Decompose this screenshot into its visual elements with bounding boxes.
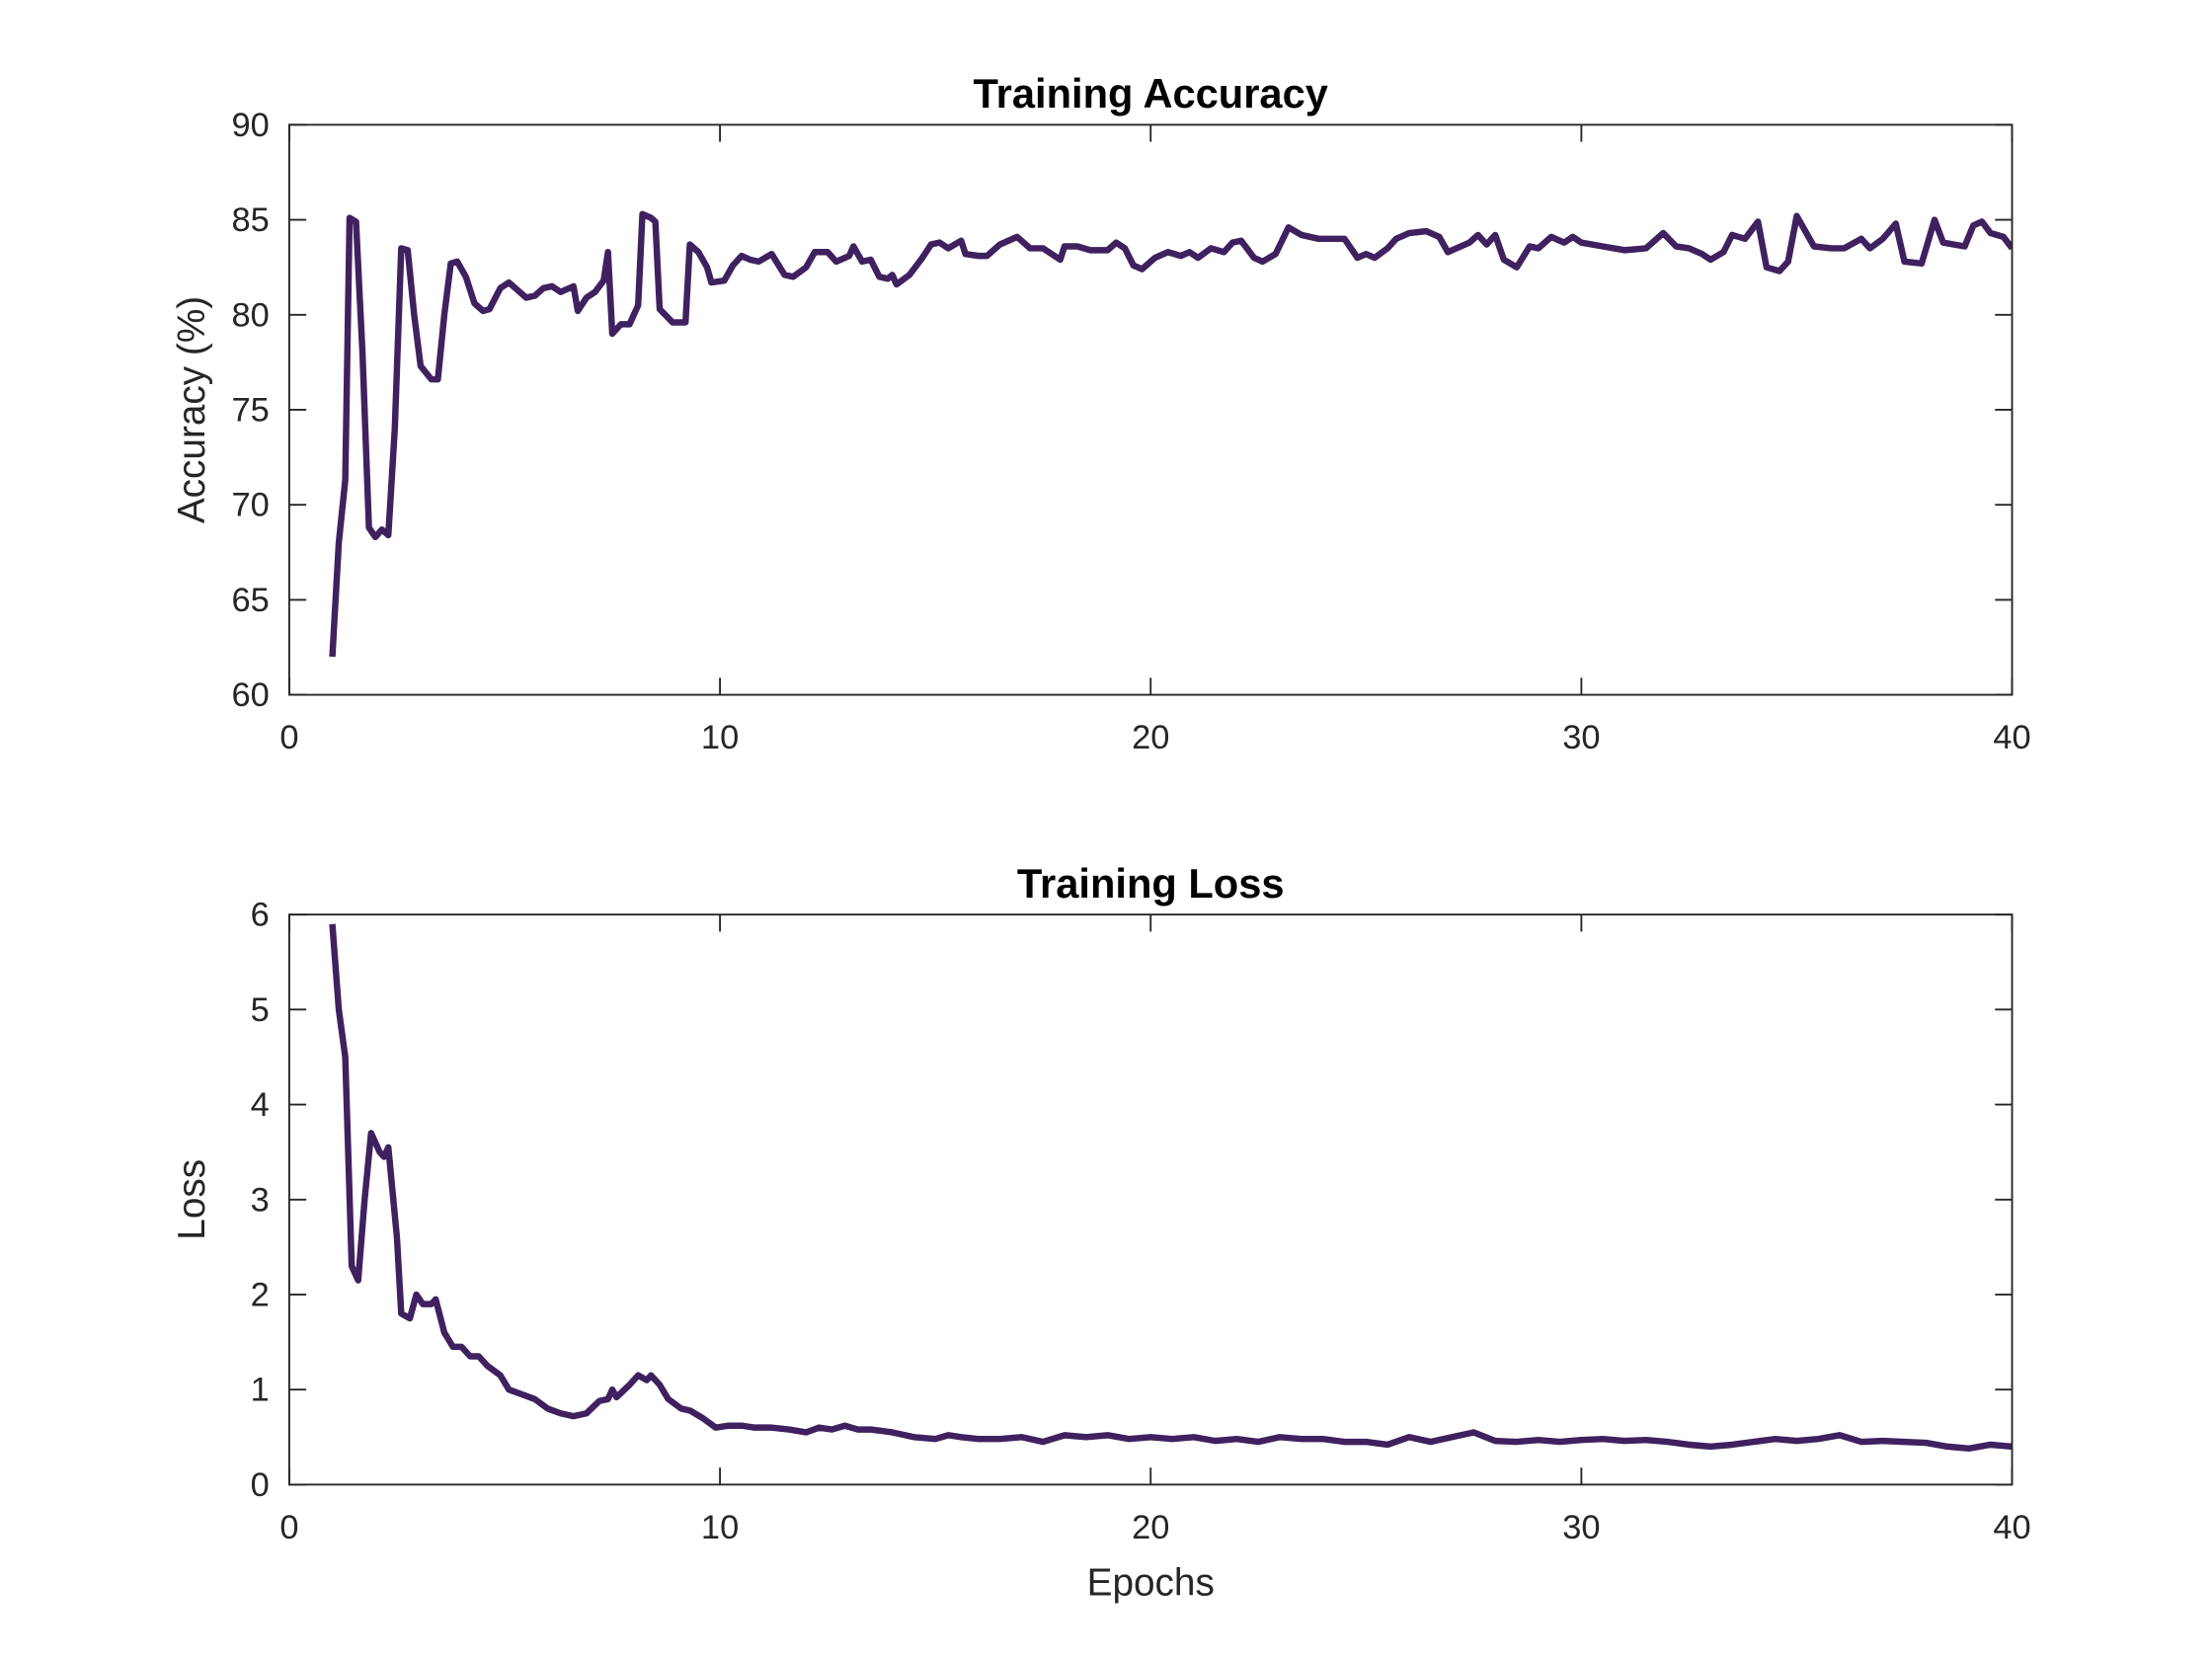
plot-area	[329, 210, 2013, 658]
x-tick-label: 20	[1132, 719, 1169, 756]
x-tick-label: 0	[279, 1509, 298, 1546]
x-tick-label: 40	[1993, 1509, 2030, 1546]
chart-title: Training Accuracy	[974, 70, 1328, 117]
y-tick-label: 70	[231, 487, 269, 524]
y-tick-label: 4	[251, 1086, 270, 1124]
y-tick-label: 2	[251, 1276, 270, 1313]
y-tick-label: 60	[231, 676, 269, 714]
x-tick-label: 10	[701, 1509, 739, 1546]
x-tick-label: 10	[701, 719, 739, 756]
y-tick-label: 5	[251, 991, 270, 1029]
subplot: 0 10 20 30 40 0 1 2 3 4 5 6 Training Loss Epochs Loss	[171, 860, 2031, 1604]
x-tick-label: 0	[279, 719, 298, 756]
chart-title: Training Loss	[1017, 860, 1285, 907]
plot-area	[329, 923, 2013, 1453]
x-tick-label: 30	[1562, 719, 1600, 756]
x-tick-label: 20	[1132, 1509, 1169, 1546]
y-tick-label: 80	[231, 296, 269, 334]
y-axis-label: Loss	[171, 1159, 213, 1240]
y-tick-label: 6	[251, 897, 270, 934]
data-line	[329, 923, 2013, 1453]
y-tick-label: 3	[251, 1181, 270, 1219]
subplot: 0 10 20 30 40 60 65 70 75 80 85 90 Training Accuracy…	[171, 70, 2031, 756]
x-tick-label: 40	[1993, 719, 2030, 756]
y-tick-label: 0	[251, 1466, 270, 1504]
y-tick-label: 1	[251, 1372, 270, 1409]
y-axis-label: Accuracy (%)	[171, 296, 213, 523]
y-tick-label: 85	[231, 201, 269, 239]
y-tick-label: 90	[231, 107, 269, 144]
axes-background	[288, 124, 2013, 695]
y-tick-label: 75	[231, 391, 269, 429]
axes-background	[288, 914, 2013, 1485]
y-tick-label: 65	[231, 582, 269, 619]
x-tick-label: 30	[1562, 1509, 1600, 1546]
data-line	[329, 210, 2013, 658]
x-axis-label: Epochs	[1087, 1561, 1215, 1604]
